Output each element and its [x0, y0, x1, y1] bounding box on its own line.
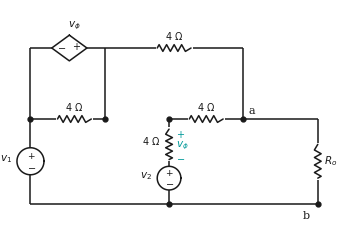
Text: $v_\phi$: $v_\phi$ — [177, 140, 189, 152]
Text: $R_o$: $R_o$ — [324, 154, 337, 168]
Text: $4\ \Omega$: $4\ \Omega$ — [65, 101, 84, 113]
Text: $-$: $-$ — [177, 153, 186, 163]
Text: $+$: $+$ — [72, 41, 81, 52]
Text: a: a — [248, 106, 255, 116]
Text: $v_2$: $v_2$ — [140, 171, 152, 182]
Text: $+$: $+$ — [177, 129, 186, 140]
Text: $-$: $-$ — [165, 178, 174, 188]
Text: $-$: $-$ — [57, 42, 67, 52]
Text: $4\ \Omega$: $4\ \Omega$ — [165, 30, 183, 42]
Text: $v_\phi$: $v_\phi$ — [68, 20, 81, 32]
Text: $+$: $+$ — [27, 150, 35, 160]
Text: $4\ \Omega$: $4\ \Omega$ — [142, 135, 161, 147]
Text: b: b — [302, 211, 310, 221]
Text: $4\ \Omega$: $4\ \Omega$ — [197, 101, 215, 113]
Text: $v_1$: $v_1$ — [0, 154, 12, 165]
Text: $-$: $-$ — [27, 162, 36, 172]
Text: $+$: $+$ — [166, 168, 174, 178]
